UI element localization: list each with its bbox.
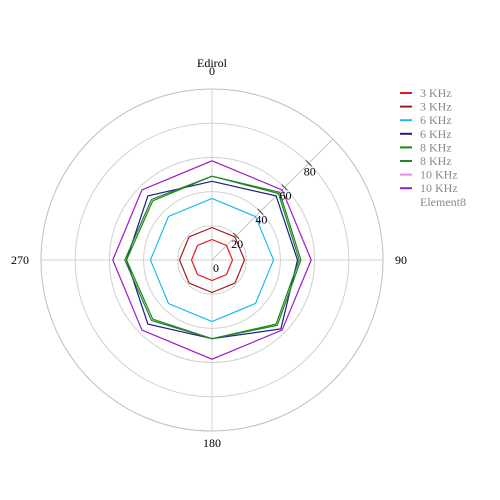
legend-label: 6 KHz: [420, 127, 452, 141]
series-line-0: [190, 238, 234, 282]
legend-item: 6 KHz: [400, 113, 452, 127]
legend-label: 8 KHz: [420, 154, 452, 168]
radial-tick-label: 0: [213, 261, 219, 275]
series-line-4: [125, 175, 300, 340]
radial-tick-mark: [281, 184, 288, 191]
axis-labels: Edirol 0 90 180 270 0 20 40 60 80: [11, 56, 407, 450]
chart-title: Edirol: [197, 56, 228, 70]
legend-item: 6 KHz: [400, 127, 452, 141]
legend-item: 10 KHz: [400, 181, 458, 195]
legend-item: 3 KHz: [400, 86, 452, 100]
legend-item: 8 KHz: [400, 140, 452, 154]
angular-tick-label: 0: [209, 64, 215, 78]
series-line-5: [124, 175, 302, 340]
radial-tick-label: 40: [255, 213, 267, 227]
legend-label: 6 KHz: [420, 113, 452, 127]
legend-item: 10 KHz: [400, 168, 458, 182]
series-line-7: [112, 160, 312, 360]
angular-tick-label: 270: [11, 253, 29, 267]
radial-tick-label: 80: [304, 164, 316, 178]
legend-item: 8 KHz: [400, 154, 452, 168]
legend-label: 10 KHz: [420, 168, 458, 182]
legend-label: 3 KHz: [420, 86, 452, 100]
radial-tick-mark: [257, 208, 264, 215]
series-line-1: [178, 226, 246, 294]
legend-item: Element8: [420, 195, 466, 209]
angular-tick-label: 180: [203, 436, 221, 450]
legend-label: 3 KHz: [420, 100, 452, 114]
radial-tick-label: 20: [231, 237, 243, 251]
series-group: [112, 160, 312, 360]
radial-axis-line: [211, 138, 334, 261]
angular-tick-label: 90: [395, 253, 407, 267]
grid: [40, 88, 384, 432]
radial-tick-label: 60: [280, 188, 292, 202]
legend-label: 8 KHz: [420, 140, 452, 154]
legend-label: 10 KHz: [420, 181, 458, 195]
series-line-2: [149, 197, 275, 323]
legend-item: 3 KHz: [400, 100, 452, 114]
radial-tick-mark: [233, 232, 240, 239]
radial-tick-mark: [305, 160, 312, 167]
legend-label: Element8: [420, 195, 466, 209]
